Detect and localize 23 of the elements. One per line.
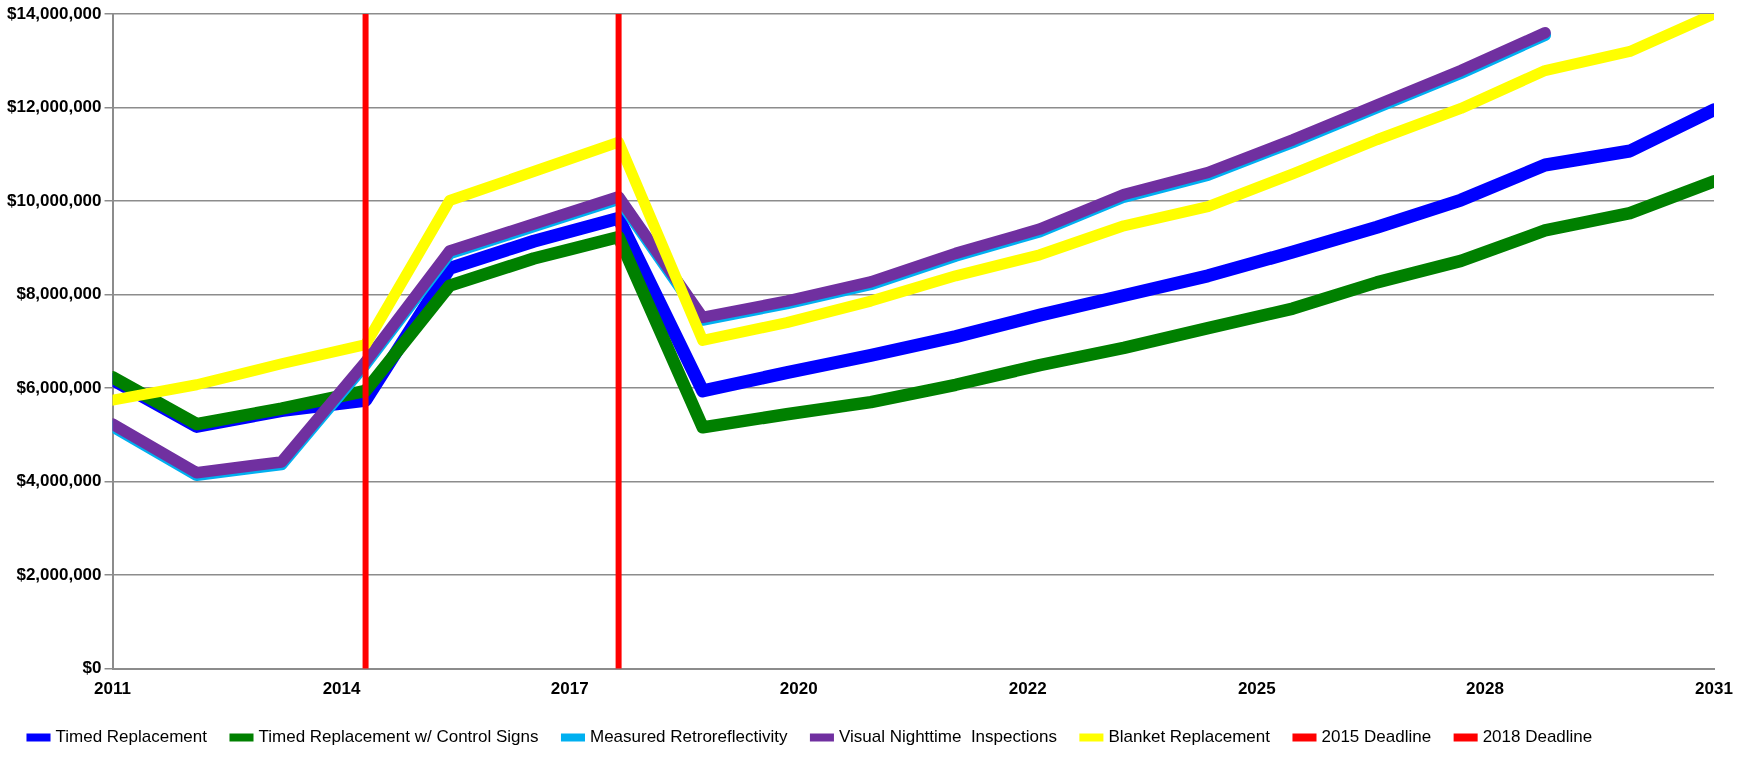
x-tick-label: 2014: [322, 679, 361, 699]
x-tick-label: 2025: [1237, 679, 1276, 699]
legend-label: Timed Replacement w/ Control Signs: [258, 727, 539, 747]
legend-label: Measured Retroreflectivity: [589, 727, 788, 747]
legend-label: 2015 Deadline: [1321, 727, 1432, 747]
x-tick-label: 2028: [1466, 679, 1504, 699]
y-tick-label: $8,000,000: [16, 284, 102, 304]
x-tick-label: 2022: [1008, 679, 1047, 699]
y-tick-label: $0: [82, 658, 102, 678]
legend-label: Blanket Replacement: [1108, 727, 1271, 747]
y-tick-label: $2,000,000: [16, 564, 102, 584]
x-tick-label: 2020: [779, 679, 818, 699]
x-tick-label: 2011: [94, 679, 131, 699]
y-tick-label: $10,000,000: [6, 190, 102, 210]
y-tick-label: $14,000,000: [6, 3, 102, 23]
x-tick-label: 2031: [1695, 679, 1733, 699]
y-tick-label: $4,000,000: [16, 471, 102, 491]
y-tick-label: $6,000,000: [16, 377, 102, 397]
legend-label: Timed Replacement: [55, 727, 208, 747]
y-tick-label: $12,000,000: [6, 97, 102, 117]
legend-label: 2018 Deadline: [1482, 727, 1593, 747]
x-tick-label: 2017: [550, 679, 589, 699]
legend-label: Visual Nighttime Inspections: [838, 727, 1057, 747]
